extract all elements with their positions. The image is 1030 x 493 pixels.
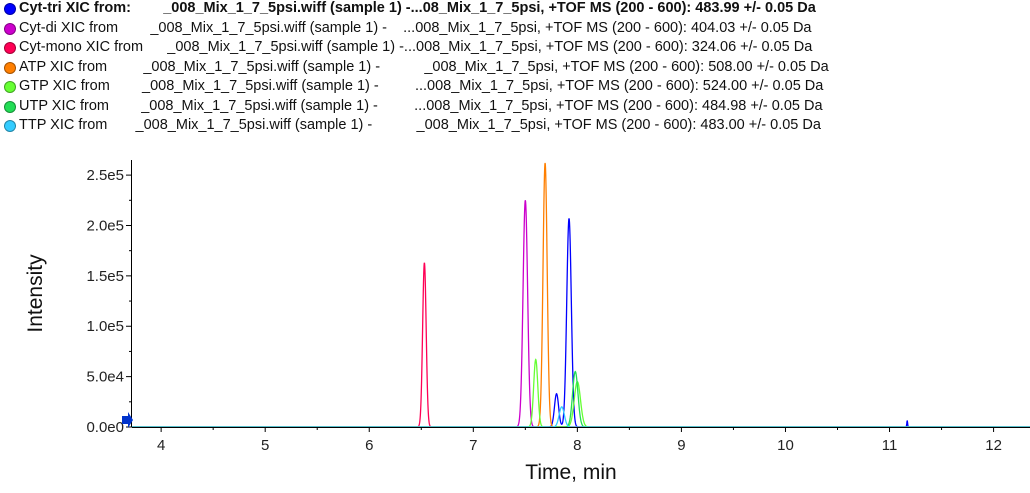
legend-label: TTP XIC from _008_Mix_1_7_5psi.wiff (sam…: [19, 117, 821, 133]
x-tick-label: 11: [882, 437, 898, 454]
legend-color-dot-icon: [4, 61, 16, 74]
series-line-cyt-di: [132, 200, 1030, 428]
x-tick-label: 8: [573, 437, 581, 454]
plot-area: [132, 162, 1030, 428]
axes: [131, 160, 1030, 428]
legend-entry[interactable]: Cyt-di XIC from _008_Mix_1_7_5psi.wiff (…: [0, 20, 1030, 40]
legend-label: UTP XIC from _008_Mix_1_7_5psi.wiff (sam…: [19, 97, 823, 114]
x-tick-label: 4: [157, 437, 165, 454]
legend-color-dot-icon: [4, 100, 16, 113]
series-line-atp: [132, 162, 1030, 428]
x-tick-label: 7: [469, 437, 477, 454]
y-axis-title: Intensity: [24, 254, 47, 333]
x-tick-label: 6: [365, 437, 373, 454]
y-tick-label: 0.0e0: [86, 419, 124, 436]
x-tick-label: 12: [985, 437, 1002, 454]
y-tick-label: 2.5e5: [86, 167, 124, 184]
x-tick-label: 9: [677, 437, 685, 454]
legend-label: ATP XIC from _008_Mix_1_7_5psi.wiff (sam…: [19, 58, 829, 75]
x-tick-label: 5: [261, 437, 269, 454]
series-line-cyt-tri: [132, 218, 1030, 428]
legend-label: GTP XIC from _008_Mix_1_7_5psi.wiff (sam…: [19, 78, 824, 94]
legend-entry[interactable]: Cyt-tri XIC from: _008_Mix_1_7_5psi.wiff…: [0, 0, 1030, 20]
legend-entry[interactable]: ATP XIC from _008_Mix_1_7_5psi.wiff (sam…: [0, 59, 1030, 79]
legend-entry[interactable]: TTP XIC from _008_Mix_1_7_5psi.wiff (sam…: [0, 117, 1030, 137]
x-tick-label: 10: [777, 437, 794, 454]
legend-entry[interactable]: GTP XIC from _008_Mix_1_7_5psi.wiff (sam…: [0, 78, 1030, 98]
legend-entry[interactable]: UTP XIC from _008_Mix_1_7_5psi.wiff (sam…: [0, 98, 1030, 118]
y-ticks: 0.0e0 5.0e4 1.0e5 1.5e5 2.0e5 2.5e5: [86, 167, 132, 436]
legend-color-dot-icon: [4, 81, 16, 93]
x-axis-title: Time, min: [525, 461, 616, 484]
legend-color-dot-icon: [4, 3, 16, 15]
legend-color-dot-icon: [4, 120, 16, 132]
legend-label: Cyt-tri XIC from: _008_Mix_1_7_5psi.wiff…: [19, 0, 816, 16]
legend: Cyt-tri XIC from: _008_Mix_1_7_5psi.wiff…: [0, 0, 1030, 137]
legend-label: Cyt-di XIC from _008_Mix_1_7_5psi.wiff (…: [19, 19, 812, 36]
y-tick-label: 2.0e5: [86, 217, 124, 234]
legend-label: Cyt-mono XIC from _008_Mix_1_7_5psi.wiff…: [19, 39, 813, 55]
baseline-marker-icon: [122, 411, 133, 428]
x-ticks: 4 5 6 7 8 9 10 11 12: [157, 427, 1002, 454]
series-line-gtp: [132, 358, 1030, 428]
y-tick-label: 1.0e5: [86, 318, 124, 335]
y-tick-label: 5.0e4: [86, 369, 124, 386]
legend-color-dot-icon: [4, 22, 16, 35]
legend-entry[interactable]: Cyt-mono XIC from _008_Mix_1_7_5psi.wiff…: [0, 39, 1030, 59]
y-tick-label: 1.5e5: [86, 268, 124, 285]
legend-color-dot-icon: [4, 42, 16, 54]
series-line-ttp: [132, 406, 1030, 428]
